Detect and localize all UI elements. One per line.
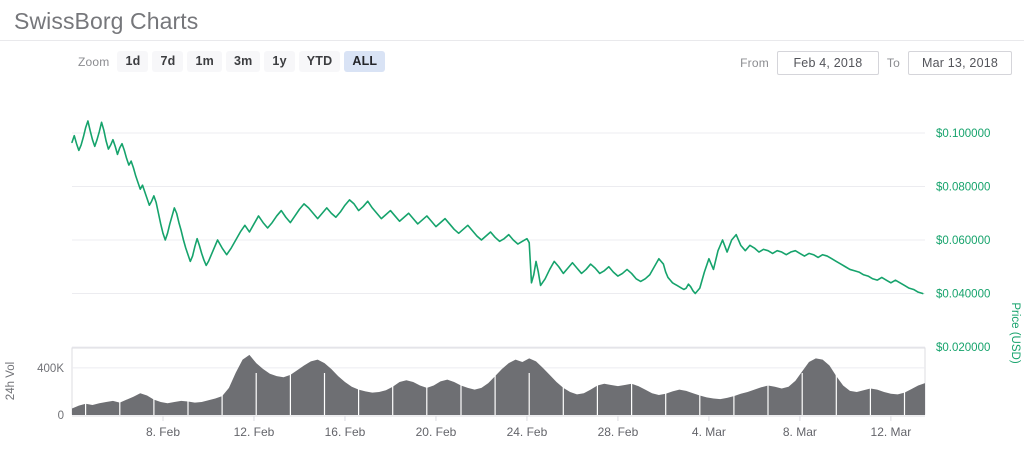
zoom-button-ytd[interactable]: YTD [298,51,341,72]
volume-y-axis-labels: 400K 0 [37,363,64,422]
price-y-tick-label: $0.100000 [936,128,990,140]
date-range-group: From To [732,51,1012,75]
from-label: From [740,56,769,70]
x-axis-tick-label: 12. Mar [871,425,912,439]
zoom-range-group: Zoom 1d 7d 1m 3m 1y YTD ALL [78,51,389,72]
to-date-input[interactable] [908,51,1012,75]
volume-area-path [72,354,925,415]
zoom-button-1m[interactable]: 1m [187,51,222,72]
zoom-button-1d[interactable]: 1d [117,51,149,72]
price-line-path [71,120,924,295]
zoom-button-3m[interactable]: 3m [225,51,261,72]
zoom-button-7d[interactable]: 7d [152,51,184,72]
price-axis-title: Price (USD) [1009,302,1021,364]
x-axis-tick-label: 28. Feb [598,425,639,439]
chart-toolbar: Zoom 1d 7d 1m 3m 1y YTD ALL From To [0,41,1024,81]
x-axis-tick-label: 16. Feb [325,425,366,439]
volume-day-separators [84,373,906,415]
price-line-series [71,120,924,295]
to-label: To [886,56,900,70]
volume-axis-title: 24h Vol [5,362,17,400]
page-title: SwissBorg Charts [14,8,199,34]
x-axis-tick-label: 4. Mar [692,425,726,439]
x-axis-tick-label: 12. Feb [234,425,275,439]
x-axis-tick-label: 8. Mar [783,425,817,439]
zoom-button-1y[interactable]: 1y [264,51,295,72]
x-axis-tick-label: 24. Feb [507,425,548,439]
price-y-axis-labels: $0.100000 $0.080000 $0.060000 $0.040000 $0.0… [936,128,990,354]
zoom-button-all[interactable]: ALL [344,51,386,72]
x-axis-tick-label: 20. Feb [416,425,457,439]
price-y-tick-label: $0.020000 [936,342,990,354]
x-axis-tick-label: 8. Feb [146,425,180,439]
price-y-tick-label: $0.040000 [936,289,990,301]
page-header: SwissBorg Charts [0,0,1024,41]
charts-svg[interactable]: $0.100000 $0.080000 $0.060000 $0.040000 $0.0… [0,86,1024,450]
price-y-tick-label: $0.080000 [936,182,990,194]
zoom-label: Zoom [78,54,110,69]
volume-y-tick-label: 0 [58,410,64,422]
price-y-tick-label: $0.060000 [936,235,990,247]
volume-y-tick-label: 400K [37,363,64,375]
x-axis-labels: 8. Feb 12. Feb 16. Feb 20. Feb 24. Feb 28. Fe… [146,416,911,439]
charts-container: $0.100000 $0.080000 $0.060000 $0.040000 $0.0… [0,86,1024,450]
volume-panel [71,347,926,415]
from-date-input[interactable] [776,51,879,75]
